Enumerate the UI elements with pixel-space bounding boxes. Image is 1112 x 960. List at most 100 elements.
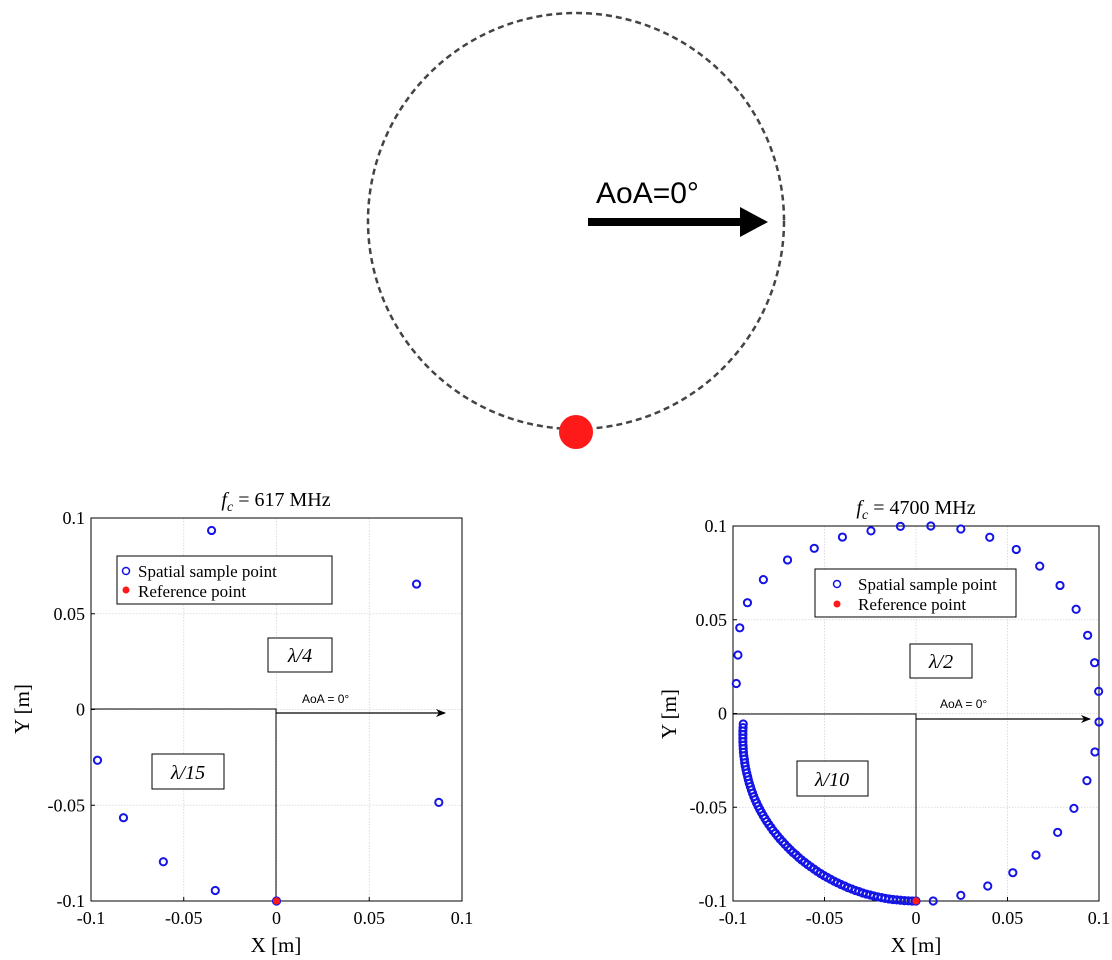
sample-point	[434, 797, 444, 807]
aoa-arrow	[588, 207, 768, 237]
sample-point	[1055, 580, 1065, 591]
x-tick-label: 0.05	[992, 908, 1024, 928]
sample-point	[1035, 561, 1045, 571]
sample-point	[956, 524, 966, 534]
svg-text:fc = 4700 MHz: fc = 4700 MHz	[856, 497, 975, 523]
sample-point	[1071, 604, 1081, 614]
sample-point	[411, 579, 422, 589]
title-rest: = 617 MHz	[233, 489, 331, 511]
y-tick-label: -0.05	[690, 797, 728, 817]
chart-4700mhz: -0.1 -0.05 0 0.05 0.1 -0.1 -0.05 0 0.05 0.1 AoA =…	[657, 497, 1110, 957]
x-axis-label: X [m]	[891, 933, 942, 957]
lambda-fifteenth-box	[151, 753, 225, 790]
x-tick-label: 0.05	[354, 908, 386, 928]
x-tick-label: -0.1	[719, 908, 748, 928]
sample-point	[926, 521, 936, 531]
sample-point	[738, 722, 748, 733]
x-tick-label: -0.1	[77, 908, 106, 928]
sample-point	[738, 719, 748, 729]
sample-point	[983, 881, 993, 891]
y-axis-label: Y [m]	[657, 689, 681, 739]
x-axis-label: X [m]	[251, 933, 302, 957]
legend-sample-marker	[832, 579, 842, 589]
legend-reference-label: Reference point	[138, 582, 246, 601]
sample-point	[1090, 658, 1100, 668]
sample-point	[1094, 717, 1104, 727]
sample-point	[1083, 630, 1093, 640]
y-tick-label: 0.1	[63, 508, 86, 528]
legend-reference-marker	[833, 600, 841, 608]
reference-point	[912, 897, 920, 905]
y-tick-label: 0	[718, 704, 727, 724]
aoa-annotation: AoA = 0°	[302, 692, 349, 706]
reference-point	[272, 897, 281, 905]
title-f: f	[856, 497, 864, 519]
y-tick-label: 0.1	[705, 516, 728, 536]
schematic: AoA=0°	[366, 11, 786, 449]
lambda-half-box	[909, 643, 973, 679]
sample-point	[206, 525, 217, 536]
sample-point	[985, 532, 995, 542]
chart-617mhz: -0.1 -0.05 0 0.05 0.1 -0.1 -0.05 0 0.05 0.1 AoA =…	[10, 489, 473, 957]
y-tick-label: 0.05	[54, 604, 86, 624]
chart-title: fc = 4700 MHz	[856, 497, 975, 523]
x-tick-label: 0.1	[1088, 908, 1111, 928]
sample-point	[210, 885, 220, 896]
legend-box	[116, 555, 333, 605]
chart-title: fc = 617 MHz	[221, 489, 330, 515]
title-sub: c	[227, 500, 234, 515]
title-f: f	[221, 489, 229, 511]
x-tick-label: -0.05	[165, 908, 203, 928]
legend-sample-marker	[121, 566, 131, 576]
sample-point	[733, 650, 743, 660]
sample-point	[1069, 803, 1079, 813]
sample-point	[735, 623, 745, 633]
lambda-quarter-label: λ/4	[287, 645, 312, 667]
x-tick-label: 0	[912, 908, 921, 928]
legend-box	[814, 568, 1017, 618]
lambda-quarter-bracket	[91, 708, 277, 901]
sample-point	[866, 526, 876, 536]
sample-point	[758, 575, 768, 585]
lambda-half-label: λ/2	[928, 651, 953, 673]
legend-sample-label: Spatial sample point	[138, 562, 277, 581]
sample-point	[731, 678, 741, 689]
y-tick-label: 0	[76, 700, 85, 720]
sample-point	[92, 755, 103, 765]
x-tick-label: 0	[272, 908, 281, 928]
lambda-tenth-bracket	[733, 713, 917, 901]
y-axis-label: Y [m]	[10, 684, 34, 734]
lambda-tenth-box	[796, 760, 869, 797]
sampling-circle	[366, 11, 786, 431]
sample-point	[1090, 747, 1100, 757]
svg-text:fc = 617 MHz: fc = 617 MHz	[221, 489, 330, 515]
sample-point	[956, 890, 966, 900]
sample-point	[1011, 544, 1021, 555]
sample-point	[118, 813, 129, 823]
sample-point	[742, 598, 753, 608]
aoa-annotation: AoA = 0°	[940, 697, 987, 711]
lambda-tenth-label: λ/10	[814, 769, 849, 791]
x-tick-label: 0.1	[451, 908, 474, 928]
lambda-fifteenth-label: λ/15	[170, 762, 205, 784]
sample-point	[895, 521, 906, 531]
sample-point	[1082, 776, 1092, 786]
sample-point	[1031, 850, 1041, 860]
legend-reference-marker	[122, 586, 130, 594]
sample-point	[1053, 827, 1063, 837]
y-tick-label: -0.05	[48, 795, 86, 815]
aoa-label: AoA=0°	[596, 177, 699, 210]
sample-point	[1094, 686, 1104, 696]
lambda-quarter-box	[267, 637, 333, 673]
sample-point	[1008, 868, 1018, 878]
sample-point	[158, 857, 168, 867]
title-rest: = 4700 MHz	[868, 497, 976, 519]
y-tick-label: -0.1	[699, 891, 728, 911]
legend-sample-label: Spatial sample point	[858, 575, 997, 594]
y-tick-label: -0.1	[57, 891, 86, 911]
sample-point	[837, 532, 848, 542]
legend-reference-label: Reference point	[858, 595, 966, 614]
sample-point	[928, 896, 938, 906]
sample-point	[809, 543, 819, 553]
